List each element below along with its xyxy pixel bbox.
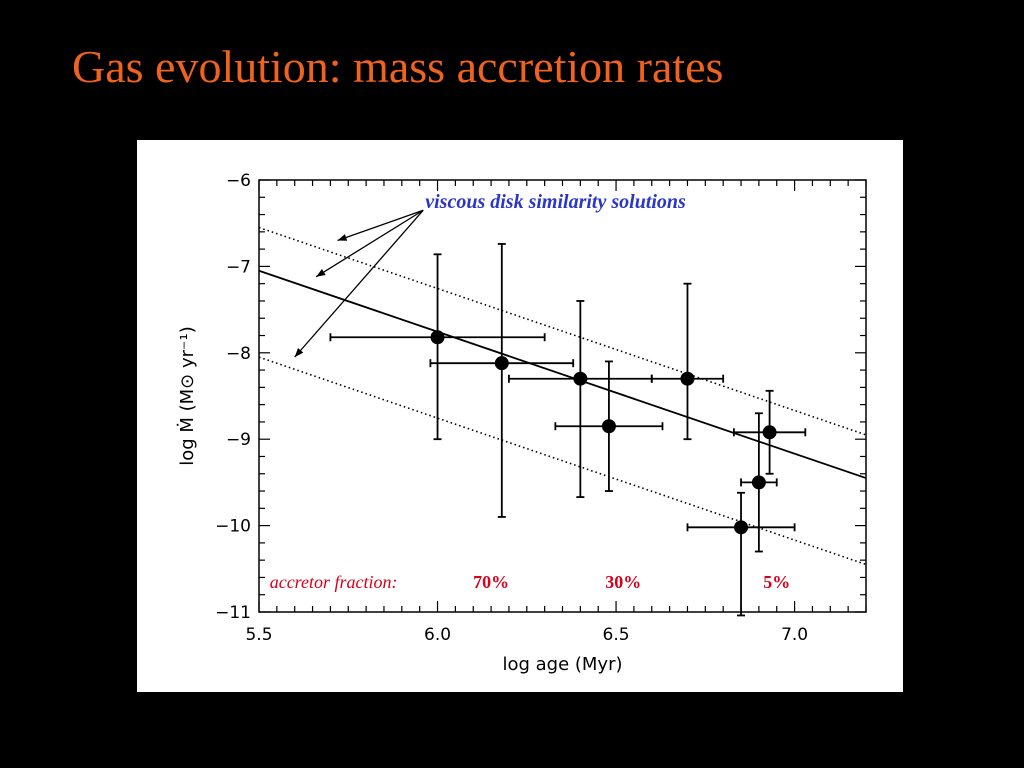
x-tick-label: 6.5 — [603, 625, 630, 645]
accretor-fraction-value: 30% — [605, 572, 641, 592]
data-point — [429, 243, 575, 518]
tick-labels: 5.5 6.0 6.5 7.0 −6 −7 −8 −9 −10 −11 — [215, 171, 808, 645]
model-line-solid — [258, 269, 867, 479]
model-lines — [258, 226, 867, 566]
data-point — [329, 253, 546, 441]
x-axis-title: log age (Myr) — [502, 654, 622, 675]
accretor-fraction-label: accretor fraction: — [270, 572, 398, 592]
plot-panel: 5.5 6.0 6.5 7.0 −6 −7 −8 −9 −10 −11 log age (Myr)… — [137, 140, 903, 692]
x-tick-label: 6.0 — [424, 625, 451, 645]
data-point — [732, 389, 807, 475]
accretor-fraction-values: 70% 30% 5% — [473, 572, 790, 592]
accretor-fraction-value: 70% — [473, 572, 509, 592]
point-marker — [751, 475, 766, 490]
annotation-arrow-head — [337, 234, 348, 241]
data-point — [508, 300, 653, 498]
point-marker — [680, 371, 695, 386]
data-point — [650, 282, 725, 441]
annotation-arrow-line — [294, 209, 424, 358]
y-tick-label: −8 — [226, 344, 251, 364]
y-tick-label: −6 — [226, 171, 251, 191]
x-tick-label: 7.0 — [781, 625, 808, 645]
data-point — [554, 360, 664, 492]
model-line-dotted-1 — [258, 226, 867, 436]
y-tick-label: −10 — [215, 517, 251, 537]
y-tick-label: −11 — [215, 603, 251, 623]
annotation-arrow-head — [294, 348, 304, 358]
annotation-arrow-line — [337, 209, 424, 242]
point-marker — [601, 419, 616, 434]
plot-frame — [258, 179, 867, 613]
similarity-solutions-label: viscous disk similarity solutions — [425, 191, 686, 213]
y-axis-title: log Ṁ (M⊙ yr⁻¹) — [177, 326, 198, 466]
data-point — [740, 412, 778, 553]
point-marker — [762, 425, 777, 440]
point-marker — [734, 520, 749, 535]
model-line-dotted-2 — [258, 356, 867, 566]
data-point — [686, 491, 796, 617]
annotation-arrow-line — [315, 209, 424, 278]
x-tick-label: 5.5 — [245, 625, 272, 645]
accretion-rate-chart: 5.5 6.0 6.5 7.0 −6 −7 −8 −9 −10 −11 log age (Myr)… — [177, 171, 867, 675]
point-marker — [430, 330, 445, 345]
slide-title: Gas evolution: mass accretion rates — [72, 41, 724, 92]
point-marker — [494, 356, 509, 371]
y-tick-label: −9 — [226, 430, 251, 450]
data-points — [329, 243, 807, 617]
annotation-arrows — [294, 209, 424, 358]
y-tick-label: −7 — [226, 257, 251, 277]
point-marker — [573, 371, 588, 386]
annotation-arrow-head — [316, 269, 326, 277]
accretor-fraction-value: 5% — [763, 572, 790, 592]
axis-ticks — [258, 179, 867, 613]
